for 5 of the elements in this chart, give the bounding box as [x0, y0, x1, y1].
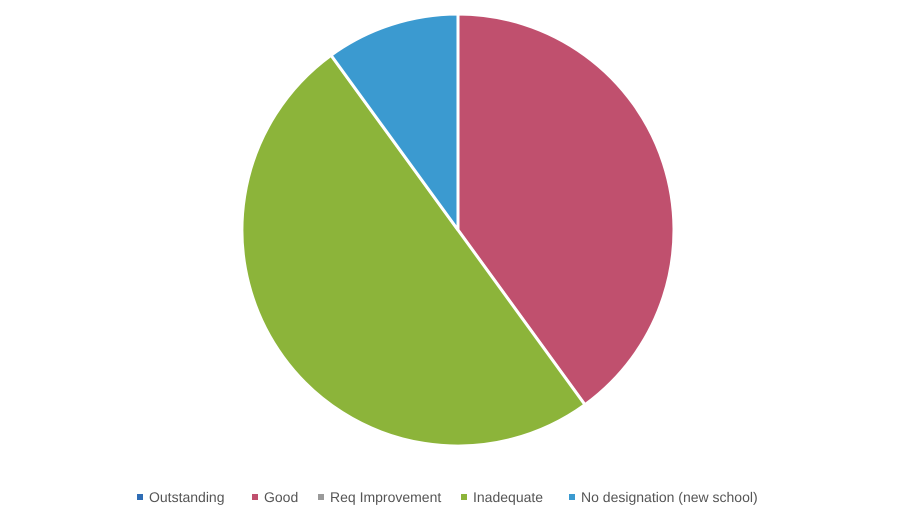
- legend-label: Inadequate: [473, 489, 544, 505]
- legend-label: No designation (new school): [581, 489, 758, 505]
- legend-label: Outstanding: [149, 489, 224, 505]
- legend-label: Good: [264, 489, 298, 505]
- legend-label: Req Improvement: [330, 489, 442, 505]
